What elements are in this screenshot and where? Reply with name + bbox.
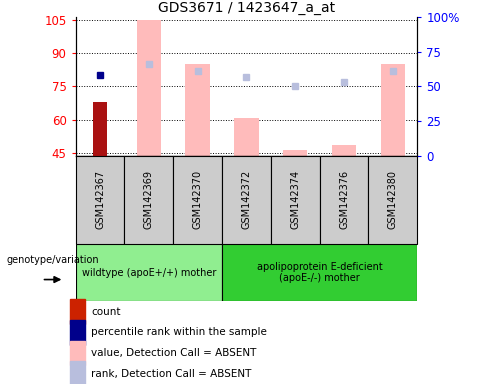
Bar [222,156,271,244]
Text: GSM142374: GSM142374 [290,170,300,229]
Text: GSM142367: GSM142367 [95,170,105,229]
Text: GSM142369: GSM142369 [144,170,154,229]
Bar [76,244,222,301]
Text: rank, Detection Call = ABSENT: rank, Detection Call = ABSENT [91,369,252,379]
Bar [70,300,85,324]
Text: GSM142370: GSM142370 [193,170,203,229]
Bar [271,156,320,244]
Bar [70,320,85,345]
Bar [332,146,356,156]
Bar [320,156,368,244]
Text: wildtype (apoE+/+) mother: wildtype (apoE+/+) mother [81,268,216,278]
Title: GDS3671 / 1423647_a_at: GDS3671 / 1423647_a_at [158,1,335,15]
Text: count: count [91,307,121,317]
Text: genotype/variation: genotype/variation [6,255,99,265]
Bar [381,64,405,156]
Bar [93,102,107,156]
Bar [185,64,210,156]
Bar [283,150,307,156]
Bar [124,156,173,244]
Bar [70,361,85,384]
Bar [222,244,417,301]
Bar [234,118,259,156]
Text: GSM142376: GSM142376 [339,170,349,229]
Bar [368,156,417,244]
Bar [137,20,161,156]
Bar [173,156,222,244]
Bar [70,341,85,366]
Text: apolipoprotein E-deficient
(apoE-/-) mother: apolipoprotein E-deficient (apoE-/-) mot… [257,262,383,283]
Text: GSM142380: GSM142380 [388,170,398,229]
Text: value, Detection Call = ABSENT: value, Detection Call = ABSENT [91,348,257,358]
Bar [76,156,124,244]
Text: GSM142372: GSM142372 [242,170,251,229]
Text: percentile rank within the sample: percentile rank within the sample [91,328,267,338]
